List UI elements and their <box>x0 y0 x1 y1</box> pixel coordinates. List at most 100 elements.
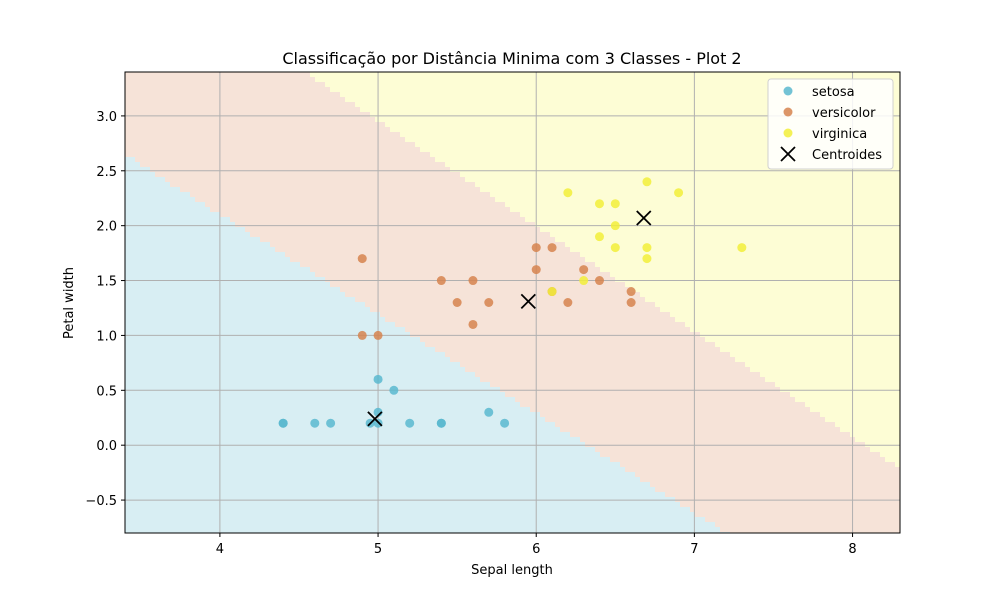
region-cell <box>330 212 336 218</box>
region-cell <box>420 202 426 208</box>
region-cell <box>595 117 601 123</box>
region-cell <box>210 192 216 198</box>
region-cell <box>890 207 896 213</box>
region-cell <box>130 152 136 158</box>
region-cell <box>290 217 296 223</box>
region-cell <box>470 192 476 198</box>
region-cell <box>610 172 616 178</box>
region-cell <box>230 222 236 228</box>
region-cell <box>395 162 401 168</box>
region-cell <box>530 102 536 108</box>
region-cell <box>235 232 241 238</box>
region-cell <box>630 177 636 183</box>
region-cell <box>220 117 226 123</box>
region-cell <box>690 162 696 168</box>
region-cell <box>155 207 161 213</box>
region-cell <box>740 217 746 223</box>
region-cell <box>540 112 546 118</box>
region-cell <box>215 102 221 108</box>
region-cell <box>190 197 196 203</box>
region-cell <box>580 97 586 103</box>
region-cell <box>750 187 756 193</box>
region-cell <box>445 102 451 108</box>
region-cell <box>405 137 411 143</box>
region-cell <box>695 112 701 118</box>
region-cell <box>695 167 701 173</box>
region-cell <box>455 137 461 143</box>
region-cell <box>570 222 576 228</box>
region-cell <box>345 202 351 208</box>
region-cell <box>760 142 766 148</box>
region-cell <box>455 217 461 223</box>
region-cell <box>335 132 341 138</box>
region-cell <box>500 177 506 183</box>
region-cell <box>545 222 551 228</box>
region-cell <box>620 177 626 183</box>
region-cell <box>660 82 666 88</box>
region-cell <box>580 147 586 153</box>
region-cell <box>855 182 861 188</box>
region-cell <box>350 202 356 208</box>
region-cell <box>125 127 131 133</box>
region-cell <box>200 202 206 208</box>
region-cell <box>310 147 316 153</box>
region-cell <box>620 222 626 228</box>
region-cell <box>350 152 356 158</box>
region-cell <box>180 232 186 238</box>
region-cell <box>285 137 291 143</box>
region-cell <box>300 197 306 203</box>
region-cell <box>650 82 656 88</box>
region-cell <box>505 192 511 198</box>
region-cell <box>705 102 711 108</box>
region-cell <box>140 137 146 143</box>
region-cell <box>225 92 231 98</box>
region-cell <box>785 182 791 188</box>
region-cell <box>280 87 286 93</box>
region-cell <box>705 82 711 88</box>
region-cell <box>625 157 631 163</box>
region-cell <box>750 107 756 113</box>
region-cell <box>410 182 416 188</box>
region-cell <box>615 132 621 138</box>
region-cell <box>390 117 396 123</box>
region-cell <box>495 92 501 98</box>
region-cell <box>635 82 641 88</box>
region-cell <box>750 167 756 173</box>
region-cell <box>360 97 366 103</box>
region-cell <box>795 72 801 78</box>
region-cell <box>710 227 716 233</box>
region-cell <box>535 157 541 163</box>
region-cell <box>760 127 766 133</box>
region-cell <box>315 162 321 168</box>
region-cell <box>460 77 466 83</box>
region-cell <box>690 82 696 88</box>
region-cell <box>735 117 741 123</box>
region-cell <box>135 227 141 233</box>
region-cell <box>305 142 311 148</box>
region-cell <box>360 102 366 108</box>
region-cell <box>570 137 576 143</box>
region-cell <box>150 222 156 228</box>
region-cell <box>240 87 246 93</box>
region-cell <box>435 142 441 148</box>
region-cell <box>415 192 421 198</box>
region-cell <box>315 227 321 233</box>
region-cell <box>295 197 301 203</box>
region-cell <box>625 227 631 233</box>
region-cell <box>495 152 501 158</box>
region-cell <box>135 102 141 108</box>
region-cell <box>625 222 631 228</box>
region-cell <box>190 157 196 163</box>
region-cell <box>150 162 156 168</box>
region-cell <box>500 207 506 213</box>
region-cell <box>215 177 221 183</box>
region-cell <box>715 77 721 83</box>
region-cell <box>855 212 861 218</box>
region-cell <box>895 172 900 178</box>
region-cell <box>315 157 321 163</box>
region-cell <box>695 227 701 233</box>
region-cell <box>735 147 741 153</box>
region-cell <box>370 127 376 133</box>
region-cell <box>250 97 256 103</box>
region-cell <box>450 177 456 183</box>
